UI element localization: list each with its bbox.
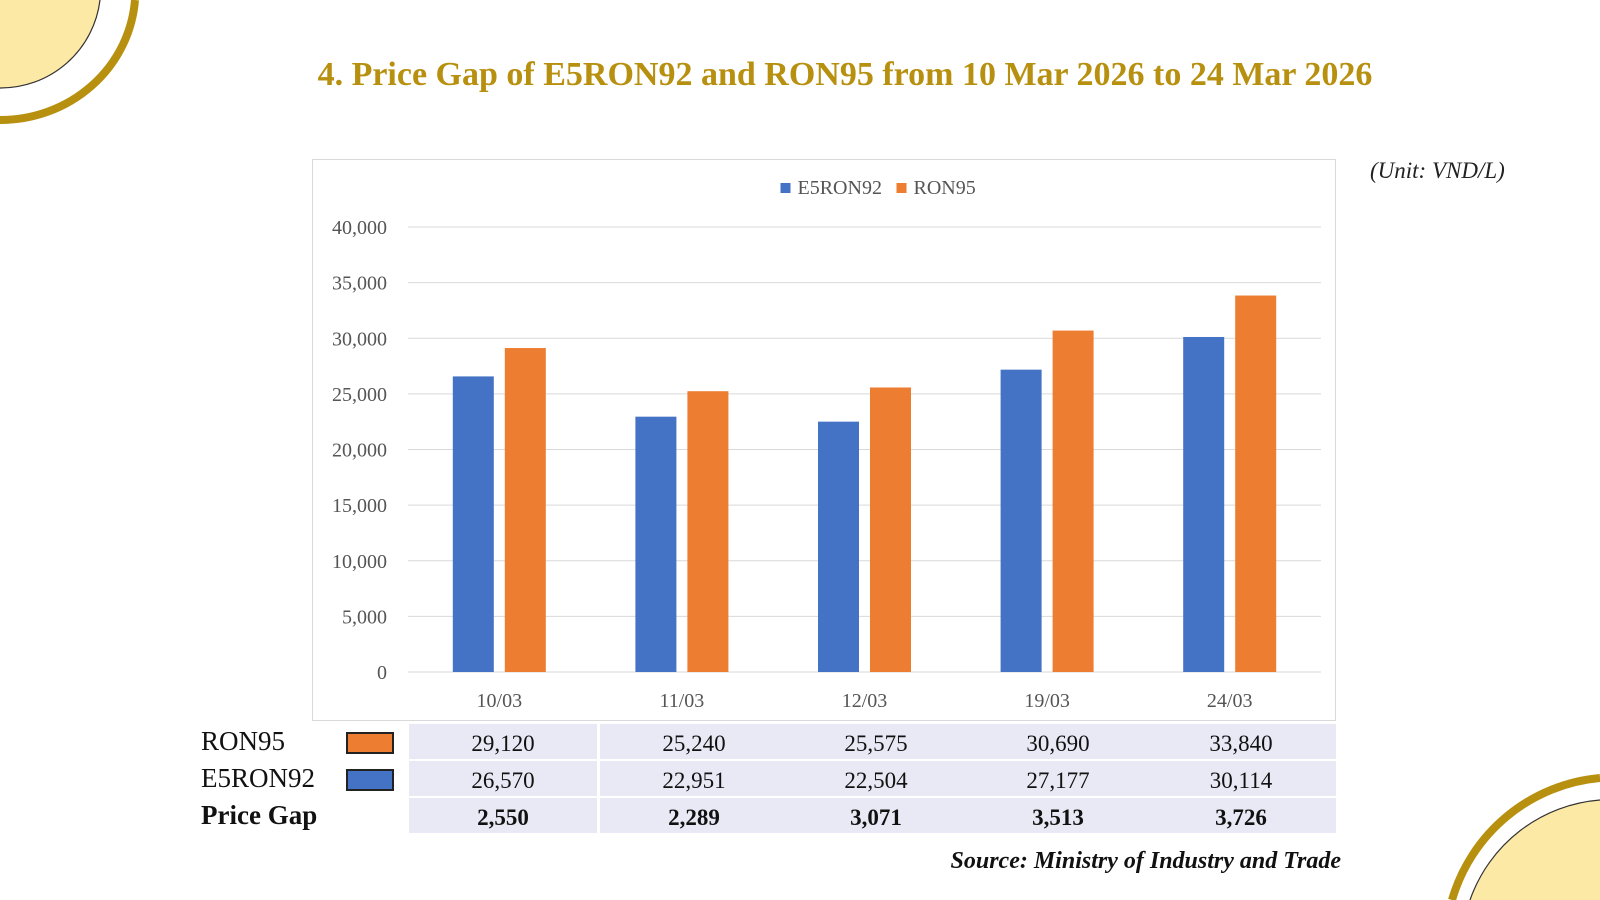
corner-decoration-bottom-right xyxy=(1448,774,1600,900)
unit-label: (Unit: VND/L) xyxy=(1370,158,1505,183)
table-row: RON95 29,120 25,240 25,575 30,690 33,840 xyxy=(201,724,1336,759)
table-row: Price Gap 2,550 2,289 3,071 3,513 3,726 xyxy=(201,798,1336,833)
bar-ron95 xyxy=(1052,330,1094,672)
table-cell: 33,840 xyxy=(1146,724,1336,759)
y-tick-label: 0 xyxy=(377,662,387,684)
x-tick-label: 11/03 xyxy=(659,690,704,712)
legend-label-ron95: RON95 xyxy=(914,177,976,199)
y-tick-label: 5,000 xyxy=(342,606,387,628)
table-cell: 3,726 xyxy=(1146,798,1336,833)
legend-swatch-ron95 xyxy=(896,183,907,193)
y-tick-label: 15,000 xyxy=(332,495,387,517)
table-cell: 22,504 xyxy=(782,761,970,796)
table-cell: 29,120 xyxy=(409,724,597,759)
bar-e5ron92 xyxy=(818,421,859,672)
corner-arc-outer-bottom-right xyxy=(1448,774,1600,900)
bar-ron95 xyxy=(687,391,729,672)
table-cell: 2,289 xyxy=(600,798,788,833)
x-tick-label: 24/03 xyxy=(1207,690,1253,712)
y-tick-label: 35,000 xyxy=(332,273,387,295)
table-cell: 30,114 xyxy=(1146,761,1336,796)
table-row-swatch xyxy=(346,732,394,754)
bar-chart: 0 5,000 10,000 15,000 20,000 25,000 30,000 35,0… xyxy=(332,177,1321,712)
table-cell: 22,951 xyxy=(600,761,788,796)
bar-e5ron92 xyxy=(452,376,494,672)
table-cell: 3,071 xyxy=(782,798,970,833)
table-cell: 25,575 xyxy=(782,724,970,759)
table-row-label: RON95 xyxy=(201,726,286,756)
legend-label-e5ron92: E5RON92 xyxy=(798,177,882,199)
x-tick-label: 10/03 xyxy=(477,690,523,712)
table-row-label: E5RON92 xyxy=(201,763,315,793)
chart-container: 0 5,000 10,000 15,000 20,000 25,000 30,000 35,0… xyxy=(312,159,1336,721)
table-cell: 26,570 xyxy=(409,761,597,796)
table-row: E5RON92 26,570 22,951 22,504 27,177 30,114 xyxy=(201,761,1336,796)
corner-arc-outer-top-left xyxy=(0,0,139,125)
bar-e5ron92 xyxy=(635,416,677,672)
bar-e5ron92 xyxy=(1000,369,1042,672)
y-tick-label: 10,000 xyxy=(332,551,387,573)
legend-swatch-e5ron92 xyxy=(780,183,791,193)
table-cell: 25,240 xyxy=(600,724,788,759)
corner-fill-top-left xyxy=(0,0,100,89)
bar-ron95 xyxy=(504,348,546,672)
table-cell: 2,550 xyxy=(409,798,597,833)
bar-ron95 xyxy=(1235,295,1277,672)
y-tick-label: 40,000 xyxy=(332,217,387,239)
bar-ron95 xyxy=(870,387,911,672)
bar-e5ron92 xyxy=(1183,336,1225,672)
y-tick-label: 25,000 xyxy=(332,384,387,406)
source-label: Source: Ministry of Industry and Trade xyxy=(950,848,1342,874)
table-cell: 27,177 xyxy=(964,761,1152,796)
y-tick-label: 30,000 xyxy=(332,328,387,350)
page-title: 4. Price Gap of E5RON92 and RON95 from 1… xyxy=(317,56,1373,93)
table-cell: 30,690 xyxy=(964,724,1152,759)
corner-arc-inner-bottom-right xyxy=(1469,799,1600,900)
corner-arc-inner-top-left xyxy=(0,0,101,89)
y-tick-label: 20,000 xyxy=(332,440,387,462)
x-tick-label: 19/03 xyxy=(1024,690,1070,712)
table-row-label: Price Gap xyxy=(201,800,318,830)
corner-fill-bottom-right xyxy=(1470,800,1600,900)
table-cell: 3,513 xyxy=(964,798,1152,833)
table-row-swatch xyxy=(346,769,394,791)
x-tick-label: 12/03 xyxy=(842,690,888,712)
corner-decoration-top-left xyxy=(0,0,139,125)
